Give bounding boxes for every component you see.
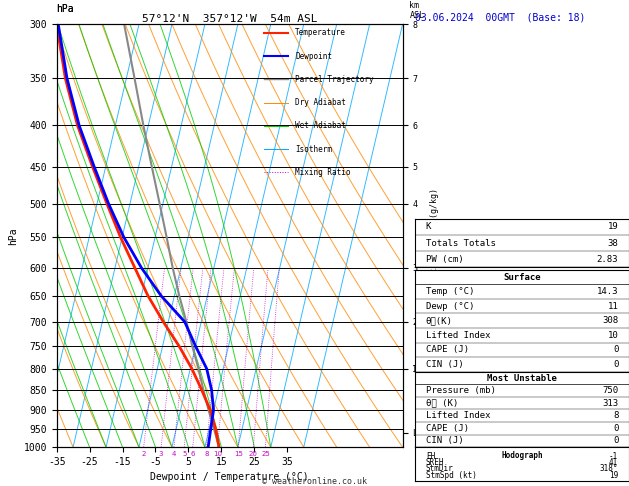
Text: PW (cm): PW (cm) [426,255,464,264]
Text: hPa: hPa [57,4,74,14]
Text: CIN (J): CIN (J) [426,436,464,445]
Text: Temp (°C): Temp (°C) [426,287,474,296]
Text: StmDir: StmDir [426,465,454,473]
Text: 4: 4 [172,451,176,457]
Text: StmSpd (kt): StmSpd (kt) [426,470,477,480]
Text: Lifted Index: Lifted Index [426,331,491,340]
Y-axis label: hPa: hPa [8,227,18,244]
Text: Totals Totals: Totals Totals [426,239,496,247]
Text: Mixing Ratio: Mixing Ratio [296,168,351,177]
Text: 2: 2 [142,451,146,457]
Text: 14.3: 14.3 [597,287,618,296]
Text: Most Unstable: Most Unstable [487,374,557,382]
Text: Wet Adiabat: Wet Adiabat [296,122,346,130]
Title: 57°12'N  357°12'W  54m ASL: 57°12'N 357°12'W 54m ASL [142,14,318,23]
Text: SREH: SREH [426,458,444,467]
Text: CAPE (J): CAPE (J) [426,346,469,354]
Text: 10: 10 [213,451,222,457]
Text: Dewpoint: Dewpoint [296,52,332,61]
Text: 0: 0 [613,436,618,445]
Text: 38: 38 [608,239,618,247]
Text: Surface: Surface [503,273,541,281]
Text: K: K [426,222,431,231]
Text: θᴇ(K): θᴇ(K) [426,316,453,325]
Text: Mixing Ratio (g/kg): Mixing Ratio (g/kg) [430,188,439,283]
Text: 20: 20 [249,451,258,457]
Text: 8: 8 [204,451,209,457]
Text: EH: EH [426,452,435,461]
Text: 313: 313 [602,399,618,408]
Text: Parcel Trajectory: Parcel Trajectory [296,75,374,84]
Text: CIN (J): CIN (J) [426,360,464,369]
Text: Temperature: Temperature [296,28,346,37]
Text: 750: 750 [602,386,618,395]
Text: 6: 6 [191,451,195,457]
Text: 318°: 318° [600,465,618,473]
Text: 41: 41 [609,458,618,467]
Text: Hodograph: Hodograph [501,451,543,460]
Text: 19: 19 [609,470,618,480]
Text: 19: 19 [608,222,618,231]
Text: hPa: hPa [57,4,74,14]
Text: Lifted Index: Lifted Index [426,411,491,420]
Text: Isotherm: Isotherm [296,144,332,154]
Text: 25: 25 [261,451,270,457]
Text: 0: 0 [613,424,618,433]
Text: © weatheronline.co.uk: © weatheronline.co.uk [262,476,367,486]
Text: 5: 5 [182,451,186,457]
Text: 8: 8 [613,411,618,420]
Text: -1: -1 [609,452,618,461]
Text: Dry Adiabat: Dry Adiabat [296,98,346,107]
Text: Dewp (°C): Dewp (°C) [426,302,474,311]
Text: θᴇ (K): θᴇ (K) [426,399,458,408]
X-axis label: Dewpoint / Temperature (°C): Dewpoint / Temperature (°C) [150,472,309,483]
Text: 0: 0 [613,360,618,369]
Text: 10: 10 [608,331,618,340]
Text: 308: 308 [602,316,618,325]
Text: 03.06.2024  00GMT  (Base: 18): 03.06.2024 00GMT (Base: 18) [415,12,586,22]
Text: Pressure (mb): Pressure (mb) [426,386,496,395]
Text: 11: 11 [608,302,618,311]
Text: km
ASL: km ASL [409,0,425,20]
Text: 3: 3 [159,451,164,457]
Text: 15: 15 [234,451,243,457]
Text: CAPE (J): CAPE (J) [426,424,469,433]
Text: 2.83: 2.83 [597,255,618,264]
Text: 0: 0 [613,346,618,354]
